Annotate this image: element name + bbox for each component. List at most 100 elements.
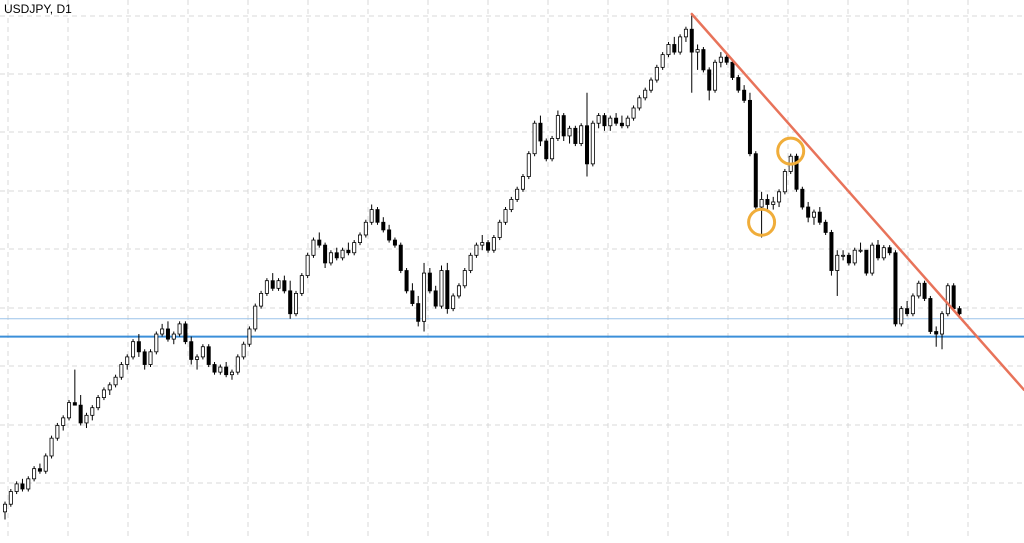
trendline-layer [690,12,1024,392]
candle-up [451,295,456,310]
candle-up [649,79,654,91]
candle-down [445,270,450,310]
candle-down [544,140,549,160]
candle-up [171,333,176,340]
candle-down [538,122,543,142]
candle-down [224,366,229,376]
candle-up [311,239,316,256]
candle-up [200,346,205,358]
candle-up [8,491,13,505]
candle-up [43,455,48,472]
candle-up [660,54,665,68]
candle-up [259,292,264,307]
candle-up [32,468,37,480]
candle-down [823,221,828,233]
candle-up [55,425,60,439]
candle-up [532,122,537,155]
swing-low-marker [747,207,777,237]
candle-up [491,237,496,251]
candle-down [602,115,607,127]
candle-down [730,61,735,78]
candle-up [858,249,863,252]
candle-up [49,437,54,457]
candle-up [3,503,8,513]
candle-up [579,125,584,144]
candle-up [125,356,130,365]
candle-up [520,176,525,190]
candle-down [747,99,752,155]
candle-up [870,244,875,274]
candle-up [695,49,700,53]
candles [3,14,962,520]
candle-up [119,364,124,378]
candle-down [951,285,956,310]
candle-down [893,252,898,325]
candle-down [573,127,578,144]
candle-down [189,341,194,360]
candle-down [288,290,293,315]
candle-up [61,417,66,426]
support-lines [0,318,1024,338]
candle-down [410,290,415,304]
candle-down [212,364,217,373]
candle-up [26,478,31,490]
candle-up [462,270,467,287]
candle-down [317,239,322,246]
candle-down [387,229,392,241]
candle-up [456,285,461,297]
candle-up [835,254,840,271]
candle-up [235,356,240,373]
candle-down [806,206,811,218]
candle-up [113,376,118,386]
candle-down [928,298,933,332]
candle-down [404,270,409,292]
candle-down [165,328,170,340]
candle-up [503,209,508,223]
candle-up [299,275,304,294]
candle-down [381,221,386,231]
candle-up [782,171,787,193]
candle-up [195,356,200,360]
candle-up [916,282,921,297]
candle-down [753,153,758,208]
candle-down [375,209,380,223]
candle-up [96,397,101,409]
candle-up [852,249,857,264]
candle-up [945,285,950,315]
candle-up [713,61,718,91]
candle-up [474,244,479,256]
candle-down [724,56,729,63]
candle-down [282,280,287,292]
candle-up [910,295,915,315]
candle-down [800,188,805,208]
candle-up [154,333,159,353]
candle-down [922,282,927,299]
candle-up [293,292,298,315]
candle-down [672,44,677,53]
candle-up [264,280,269,294]
candle-up [899,308,904,325]
candle-down [934,331,939,335]
candle-down [427,272,432,292]
candle-up [526,153,531,177]
candle-down [742,89,747,101]
candle-down [905,308,910,315]
candle-up [247,328,252,345]
candle-up [683,28,688,38]
candle-down [136,341,141,353]
candle-down [486,242,491,251]
candle-up [811,211,816,218]
chart-title: USDJPY, D1 [4,2,72,16]
candle-up [759,199,764,208]
candle-down [887,247,892,254]
candle-down [561,115,566,137]
candle-up [276,280,281,289]
candle-down [765,199,770,205]
candle-up [90,407,95,416]
resistance-trendline [690,12,1024,392]
candle-down [707,69,712,91]
candle-up [881,247,886,259]
candle-down [846,254,851,264]
candle-up [241,343,246,358]
candle-down [392,239,397,246]
